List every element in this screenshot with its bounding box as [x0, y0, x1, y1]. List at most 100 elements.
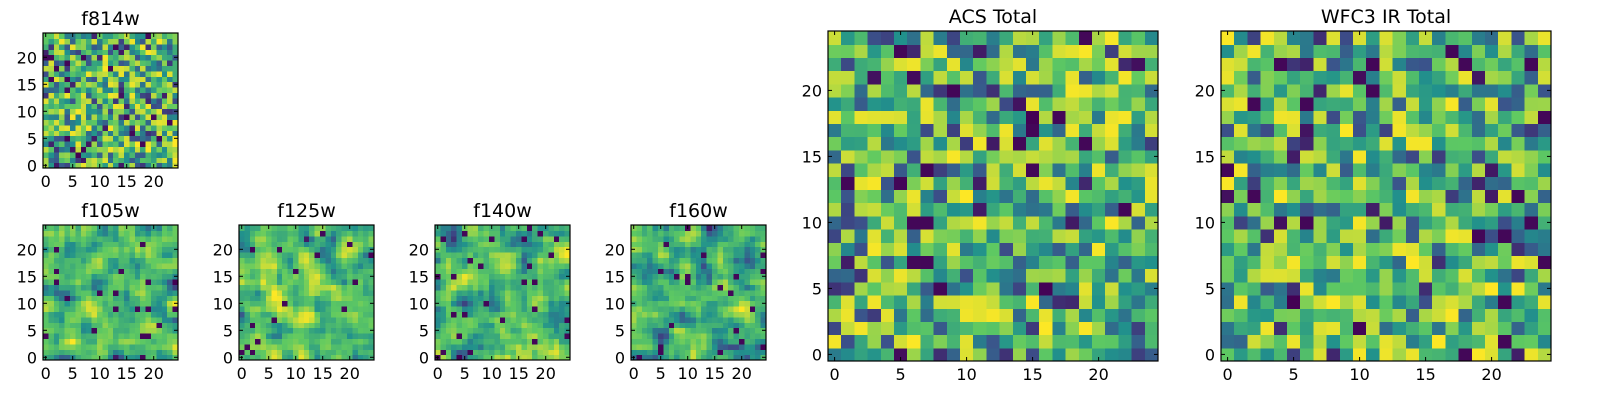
- heatmap-cell: [1234, 83, 1248, 98]
- heatmap-cell: [717, 241, 724, 248]
- heatmap-cell: [330, 311, 337, 318]
- heatmap-cell: [553, 316, 560, 323]
- heatmap-cell: [1039, 57, 1053, 72]
- heatmap-cell: [314, 241, 321, 248]
- heatmap-cell: [1485, 295, 1499, 309]
- heatmap-cell: [86, 151, 93, 158]
- heatmap-cell: [102, 108, 109, 115]
- heatmap-cell: [1498, 308, 1512, 322]
- heatmap-cell: [124, 235, 130, 242]
- heatmap-cell: [75, 54, 82, 61]
- heatmap-cell: [553, 225, 560, 231]
- heatmap-cell: [706, 333, 713, 339]
- panel-title: f105w: [81, 200, 140, 222]
- heatmap-cell: [456, 289, 463, 296]
- heatmap-cell: [167, 124, 174, 131]
- heatmap-cell: [352, 349, 359, 356]
- heatmap-cell: [1313, 163, 1328, 177]
- heatmap-cell: [494, 322, 501, 329]
- heatmap-cell: [357, 225, 364, 231]
- heatmap-cell: [728, 343, 735, 350]
- heatmap-cell: [559, 316, 566, 323]
- heatmap-cell: [156, 306, 163, 312]
- heatmap-cell: [1326, 57, 1341, 72]
- heatmap-cell: [276, 235, 283, 242]
- heatmap-cell: [303, 300, 310, 307]
- heatmap-cell: [462, 338, 468, 345]
- heatmap-cell: [161, 354, 168, 361]
- heatmap-cell: [1092, 255, 1106, 270]
- heatmap-cell: [1445, 308, 1460, 322]
- heatmap-cell: [548, 306, 555, 312]
- heatmap-cell: [478, 306, 485, 312]
- heatmap-cell: [521, 300, 528, 307]
- heatmap-cell: [841, 229, 855, 243]
- heatmap-cell: [80, 322, 87, 329]
- heatmap-cell: [118, 43, 125, 50]
- heatmap-cell: [97, 146, 103, 153]
- heatmap-cell: [70, 76, 76, 83]
- heatmap-cell: [167, 103, 174, 110]
- heatmap-cell: [161, 273, 168, 280]
- heatmap-cell: [1247, 163, 1262, 177]
- heatmap-cell: [341, 295, 348, 302]
- heatmap-cell: [1039, 202, 1053, 217]
- heatmap-cell: [330, 349, 337, 356]
- heatmap-cell: [1092, 202, 1106, 217]
- heatmap-cell: [663, 273, 670, 280]
- heatmap-cell: [118, 327, 125, 334]
- heatmap-cell: [880, 281, 895, 296]
- heatmap-cell: [647, 289, 654, 296]
- heatmap-cell: [489, 333, 495, 339]
- heatmap-cell: [456, 268, 463, 275]
- heatmap-cell: [59, 241, 66, 248]
- heatmap-cell: [521, 241, 528, 248]
- heatmap-cell: [440, 300, 447, 307]
- heatmap-cell: [330, 262, 337, 269]
- heatmap-cell: [287, 284, 294, 291]
- heatmap-cell: [368, 311, 375, 318]
- heatmap-cell: [113, 151, 120, 158]
- heatmap-cell: [828, 149, 842, 164]
- heatmap-cell: [543, 311, 549, 318]
- heatmap-cell: [53, 289, 60, 296]
- heatmap-cell: [1260, 83, 1275, 98]
- heatmap-cell: [64, 119, 71, 126]
- heatmap-cell: [75, 241, 82, 248]
- heatmap-cell: [325, 349, 332, 356]
- heatmap-cell: [1326, 202, 1341, 217]
- heatmap-cell: [118, 300, 125, 307]
- heatmap-cells-f814w: [43, 33, 179, 169]
- heatmap-cell: [712, 241, 718, 248]
- heatmap-cell: [1445, 215, 1460, 230]
- heatmap-cell: [107, 241, 114, 248]
- heatmap-cell: [107, 295, 114, 302]
- heatmap-cell: [260, 225, 267, 231]
- heatmap-cell: [271, 241, 278, 248]
- heatmap-cell: [156, 252, 163, 258]
- heatmap-cell: [1392, 149, 1407, 164]
- heatmap-cell: [462, 273, 468, 280]
- heatmap-cell: [685, 262, 691, 269]
- heatmap-cell: [1260, 215, 1275, 230]
- heatmap-cell: [113, 81, 120, 88]
- heatmap-cell: [260, 354, 267, 361]
- heatmap-cell: [1247, 176, 1262, 190]
- heatmap-cell: [739, 343, 745, 350]
- heatmap-cell: [102, 124, 109, 131]
- heatmap-cell: [1392, 321, 1407, 336]
- heatmap-cell: [271, 338, 278, 345]
- heatmap-cell: [1379, 268, 1394, 283]
- heatmap-cell: [43, 38, 49, 45]
- heatmap-cell: [134, 268, 141, 275]
- heatmap-cell: [494, 295, 501, 302]
- heatmap-cell: [521, 316, 528, 323]
- heatmap-cell: [1498, 110, 1512, 124]
- heatmap-cell: [1313, 123, 1328, 138]
- heatmap-cell: [75, 316, 82, 323]
- heatmap-cell: [679, 306, 686, 312]
- heatmap-cell: [249, 279, 256, 285]
- heatmap-cell: [472, 295, 479, 302]
- heatmap-cell: [733, 295, 740, 302]
- heatmap-cell: [1498, 268, 1512, 283]
